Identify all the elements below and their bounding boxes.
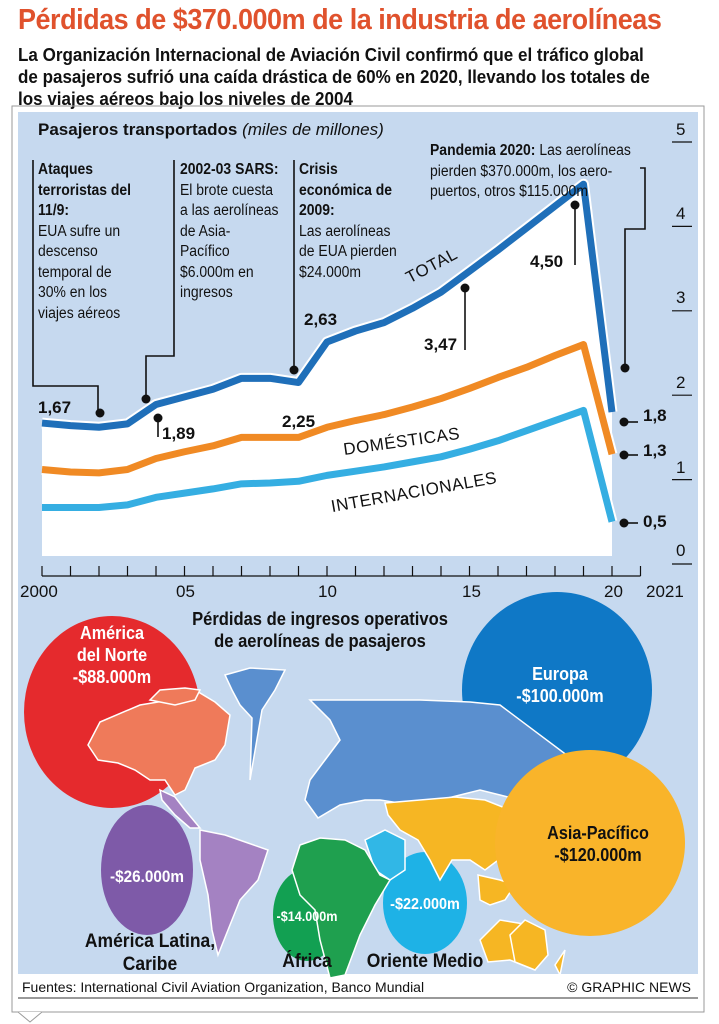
annotation-911: Ataques terroristas del 11/9: EUA sufre … xyxy=(38,160,137,324)
data-label-2010: 2,63 xyxy=(304,310,338,329)
central-america-shape xyxy=(158,788,202,829)
south-america-shape xyxy=(199,829,269,958)
value-america-latina: -$26.000m xyxy=(109,867,184,886)
annotation-body: Las aerolíneas pierden $370.000m, los ae… xyxy=(430,142,631,200)
annotation-head: 2002-03 SARS: xyxy=(180,161,279,178)
annotation-head: Crisis económica de 2009: xyxy=(299,161,393,219)
dot-1-89 xyxy=(153,413,163,423)
region-name: América del Norte xyxy=(76,623,148,665)
x-tick-label: 15 xyxy=(462,582,481,601)
x-tick-label: 05 xyxy=(176,582,195,601)
annotation-crisis: Crisis económica de 2009: Las aerolíneas… xyxy=(299,160,403,283)
annotation-body: Las aerolíneas de EUA pierden $24.000m xyxy=(299,222,397,281)
bubble-asia-pacifico xyxy=(495,750,685,936)
bubble-oriente-medio xyxy=(383,852,467,954)
data-label-2020-domestic: 1,3 xyxy=(643,441,667,460)
new-zealand-shape xyxy=(554,949,566,978)
europe-russia-shape xyxy=(304,699,581,819)
chart-title-text: Pasajeros transportados xyxy=(38,120,238,139)
dot-3-47 xyxy=(460,283,470,293)
x-tick-label: 2021 xyxy=(646,582,684,601)
region-name-africa: África xyxy=(282,951,332,972)
y-tick-label: 0 xyxy=(676,541,686,560)
x-tick-label: 10 xyxy=(318,582,337,601)
dot-4-50 xyxy=(570,200,580,210)
chart-title-unit: (miles de millones) xyxy=(242,120,384,139)
region-value: -$88.000m xyxy=(72,667,152,687)
line-chart xyxy=(41,141,692,577)
y-tick-label: 1 xyxy=(676,458,686,477)
x-tick-label: 20 xyxy=(604,582,623,601)
region-value: -$120.000m xyxy=(554,845,642,865)
page-title: Pérdidas de $370.000m de la industria de… xyxy=(18,4,662,36)
dot-pandemia xyxy=(620,363,630,373)
value-oriente-medio: -$22.000m xyxy=(390,896,460,913)
subtitle: La Organización Internacional de Aviació… xyxy=(18,44,650,109)
outer-frame xyxy=(11,105,705,1013)
y-tick-label: 2 xyxy=(676,373,686,392)
leader-911 xyxy=(32,160,99,410)
dot-sars xyxy=(141,394,151,404)
region-label-europa: Europa -$100.000m xyxy=(497,663,623,707)
data-label-2019: 4,50 xyxy=(530,252,564,271)
region-value: -$100.000m xyxy=(516,686,604,706)
region-name-america-latina: América Latina, Caribe xyxy=(84,931,216,975)
data-label-2004: 1,89 xyxy=(162,424,196,443)
annotation-body: EUA sufre un descenso temporal de 30% en… xyxy=(38,222,121,322)
footer-sources: Fuentes: International Civil Aviation Or… xyxy=(22,979,425,995)
footer-credit: © GRAPHIC NEWS xyxy=(567,979,691,995)
chart-title: Pasajeros transportados (miles de millon… xyxy=(38,120,384,140)
annotation-sars: 2002-03 SARS: El brote cuesta a las aero… xyxy=(180,160,279,304)
dot-911 xyxy=(95,408,105,418)
y-tick-label: 3 xyxy=(676,288,686,307)
y-tick-label: 5 xyxy=(676,120,686,139)
region-name: Asia-Pacífico xyxy=(547,823,649,843)
bubble-america-latina xyxy=(101,805,193,935)
australia-overlay-shape xyxy=(509,919,549,971)
leader-pandemia xyxy=(624,167,646,366)
annotation-leaders xyxy=(32,160,646,524)
data-label-2015: 3,47 xyxy=(424,335,458,354)
greenland-shape xyxy=(223,667,287,781)
data-label-2000: 1,67 xyxy=(38,398,72,417)
dot-0-5 xyxy=(619,518,629,528)
data-label-2020-international: 0,5 xyxy=(643,512,667,531)
dot-1-3 xyxy=(619,450,629,460)
region-name-oriente-medio: Oriente Medio xyxy=(366,951,484,972)
dot-crisis xyxy=(289,365,299,375)
canada-islands-shape xyxy=(148,687,202,706)
region-label-asia-pacifico: Asia-Pacífico -$120.000m xyxy=(526,822,670,866)
frame-pointer xyxy=(17,1011,43,1023)
y-tick-label: 4 xyxy=(676,204,686,223)
africa-shape xyxy=(291,837,392,979)
world-map xyxy=(87,667,581,979)
annotation-head: Pandemia 2020: xyxy=(430,142,536,159)
region-name: Europa xyxy=(532,664,588,684)
leader-sars xyxy=(145,160,175,397)
annotation-pandemia: Pandemia 2020: Las aerolíneas pierden $3… xyxy=(430,141,655,203)
data-label-2020-total: 1,8 xyxy=(643,406,667,425)
annotation-body: El brote cuesta a las aerolíneas de Asia… xyxy=(180,181,279,302)
map-title: Pérdidas de ingresos operativos de aerol… xyxy=(192,609,448,651)
region-label-america-norte: América del Norte -$88.000m xyxy=(49,622,175,688)
value-africa: -$14.000m xyxy=(276,908,338,924)
annotation-head: Ataques terroristas del 11/9: xyxy=(38,161,132,219)
asia-shape xyxy=(384,796,521,882)
dot-1-8 xyxy=(619,417,629,427)
x-tick-label: 2000 xyxy=(20,582,58,601)
data-label-2009: 2,25 xyxy=(282,412,316,431)
annotation-dots xyxy=(95,200,630,528)
